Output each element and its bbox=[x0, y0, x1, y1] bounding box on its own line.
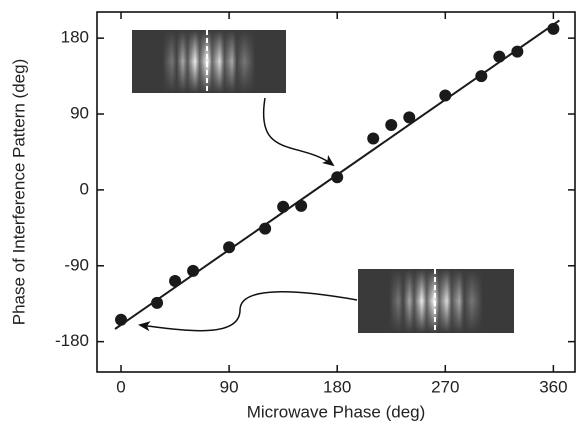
data-point bbox=[331, 171, 344, 184]
data-point bbox=[259, 222, 272, 235]
y-axis-label: Phase of Interference Pattern (deg) bbox=[9, 59, 28, 326]
inset-shade bbox=[132, 30, 286, 93]
arrow bbox=[262, 97, 335, 167]
data-point bbox=[187, 264, 200, 277]
data-point bbox=[277, 200, 290, 213]
data-point bbox=[367, 132, 380, 145]
insets bbox=[132, 30, 514, 333]
y-tick-label: 0 bbox=[80, 179, 89, 198]
y-tick-label: -90 bbox=[64, 255, 89, 274]
y-tick-label: 90 bbox=[70, 103, 89, 122]
data-point bbox=[115, 313, 128, 326]
data-point bbox=[385, 118, 398, 131]
y-tick-label: -180 bbox=[55, 331, 89, 350]
x-tick-label: 90 bbox=[220, 377, 239, 396]
data-point bbox=[547, 22, 560, 35]
x-tick-label: 270 bbox=[431, 377, 459, 396]
data-point bbox=[439, 89, 452, 102]
x-tick-label: 180 bbox=[323, 377, 351, 396]
x-axis-label: Microwave Phase (deg) bbox=[247, 402, 426, 421]
data-point bbox=[151, 296, 164, 309]
data-point bbox=[403, 111, 416, 124]
data-point bbox=[511, 45, 524, 58]
x-tick-label: 0 bbox=[116, 377, 125, 396]
x-tick-label: 360 bbox=[539, 377, 567, 396]
data-point bbox=[223, 241, 236, 254]
arrow bbox=[138, 291, 358, 332]
data-point bbox=[295, 199, 308, 212]
y-tick-label: 180 bbox=[61, 28, 89, 47]
data-point bbox=[493, 50, 506, 63]
plot-frame bbox=[96, 11, 576, 373]
data-point bbox=[475, 70, 488, 83]
data-point bbox=[169, 274, 182, 287]
